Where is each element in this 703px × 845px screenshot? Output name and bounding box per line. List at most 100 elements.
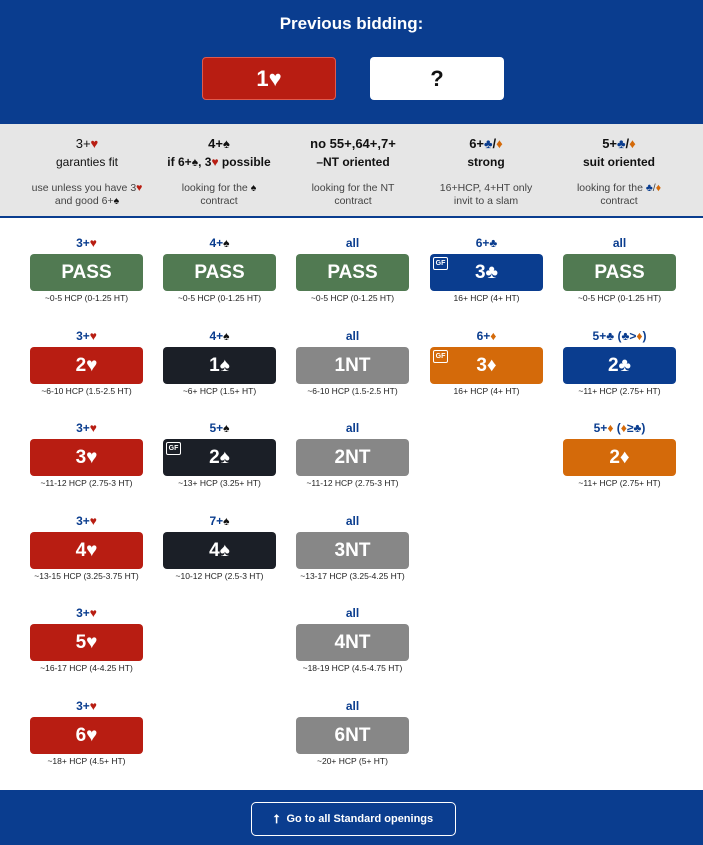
category-subtitle: garanties fit [55,155,119,169]
category-bar: 3+♥ garanties fit use unless you have 3♥… [0,124,703,218]
bid-option: all 4NT ~18-19 HCP (4.5-4.75 HT) [296,605,409,681]
bid-option: 4+♠ PASS ~0-5 HCP (0-1.25 HT) [163,235,276,311]
category-subtitle: suit oriented [582,155,655,169]
category-description: 16+HCP, 4+HT only invit to a slam [411,182,561,208]
category-heading: 5+♣/♦ [602,136,636,151]
bid-option: 3+♥ 5♥ ~16-17 HCP (4-4.25 HT) [30,605,143,681]
bid-option: 5+♦ (♦≥♣) 2♦ ~11+ HCP (2.75+ HT) [563,420,676,496]
category-desc-line: looking for the NT [311,182,395,194]
bid-hcp-range: ~6-10 HCP (1.5-2.5 HT) [41,386,132,396]
bid-button[interactable]: 3♣ GF [430,254,543,291]
bid-condition: all [345,514,360,528]
bid-condition: 3+♥ [76,514,97,528]
bid-hcp-range: ~11+ HCP (2.75+ HT) [578,478,661,488]
game-forcing-badge: GF [433,257,448,270]
bid-button[interactable]: 2♣ [563,347,676,384]
suit-symbol: ♣ [633,421,642,435]
suit-symbol: ♦ [496,136,503,151]
bid-condition: 3+♥ [76,329,97,343]
suit-symbol: ♠ [223,329,230,343]
bid-condition: 6+♦ [476,329,497,343]
bid-button[interactable]: 3NT [296,532,409,569]
suit-symbol: ♣ [645,182,653,194]
bid-button[interactable]: PASS [30,254,143,291]
bid-button[interactable]: 1♠ [163,347,276,384]
previous-bid-box: 1♥ [202,57,336,100]
bid-label: 1♠ [209,354,230,376]
bid-button[interactable]: 1NT [296,347,409,384]
bid-button[interactable]: PASS [163,254,276,291]
suit-symbol: ♥ [89,421,97,435]
bid-button[interactable]: 2♦ [563,439,676,476]
bid-label: 5♥ [75,631,98,653]
bid-option: all 1NT ~6-10 HCP (1.5-2.5 HT) [296,328,409,404]
bid-button[interactable]: 2NT [296,439,409,476]
bid-option: 7+♠ 4♠ ~10-12 HCP (2.5-3 HT) [163,513,276,589]
suit-symbol: ♦ [490,329,497,343]
category-heading: no 55+,64+,7+ [310,136,396,151]
category-heading: 4+♠ [208,136,230,151]
standard-openings-button[interactable]: ⭡ Go to all Standard openings [251,802,456,836]
suit-symbol: ♣ [484,136,493,151]
bid-button[interactable]: 6NT [296,717,409,754]
bid-button[interactable]: 4♥ [30,532,143,569]
category-heading: 6+♣/♦ [469,136,503,151]
bid-button[interactable]: 3♦ GF [430,347,543,384]
suit-symbol: ♥ [211,155,219,169]
suit-symbol: ♥ [89,699,97,713]
suit-symbol: ♥ [90,136,99,151]
bid-hcp-range: ~11-12 HCP (2.75-3 HT) [306,478,399,488]
suit-symbol: ♠ [223,236,230,250]
bid-label: 3♣ [474,261,499,283]
category-desc-line: contract [600,195,638,207]
bid-button[interactable]: 3♥ [30,439,143,476]
bid-condition: all [345,699,360,713]
category-desc-line: contract [200,195,238,207]
suit-symbol: ♣ [621,329,630,343]
bid-option: 3+♥ 3♥ ~11-12 HCP (2.75-3 HT) [30,420,143,496]
bid-condition: all [345,236,360,250]
bid-button[interactable]: 6♥ [30,717,143,754]
category-notrump: no 55+,64+,7+ –NT oriented looking for t… [286,124,420,218]
bid-option: 3+♥ 6♥ ~18+ HCP (4.5+ HT) [30,698,143,774]
next-bid-box: ? [370,57,504,100]
bid-hcp-range: ~10-12 HCP (2.5-3 HT) [175,571,264,581]
suit-symbol: ♠ [222,136,230,151]
bid-condition: 3+♥ [76,236,97,250]
category-title: 5+♣/♦ suit oriented [542,135,696,171]
suit-symbol: ♣ [606,329,615,343]
category-title: no 55+,64+,7+ –NT oriented [276,135,430,171]
bid-option: 3+♥ PASS ~0-5 HCP (0-1.25 HT) [30,235,143,311]
bid-label: 2NT [334,446,371,468]
category-title: 4+♠ if 6+♠, 3♥ possible [142,135,296,171]
bid-hcp-range: ~13+ HCP (3.25+ HT) [178,478,261,488]
bid-condition: 3+♥ [76,421,97,435]
category-description: use unless you have 3♥ and good 6+♠ [12,182,162,208]
bid-label: 4♠ [209,539,230,561]
bid-button[interactable]: 5♥ [30,624,143,661]
category-desc-line: 16+HCP, 4+HT only [439,182,533,194]
bid-button[interactable]: 2♥ [30,347,143,384]
bid-condition: all [345,329,360,343]
category-title: 6+♣/♦ strong [409,135,563,171]
bid-label: 6♥ [75,724,98,746]
bid-button[interactable]: PASS [563,254,676,291]
bid-option: 6+♦ 3♦ GF 16+ HCP (4+ HT) [430,328,543,404]
bid-hcp-range: ~6-10 HCP (1.5-2.5 HT) [307,386,398,396]
suit-symbol: ♥ [89,236,97,250]
bid-label: 2♠ [209,446,230,468]
bid-option: 5+♠ 2♠ GF ~13+ HCP (3.25+ HT) [163,420,276,496]
suit-symbol: ♠ [113,195,120,207]
category-desc-line: contract [334,195,372,207]
category-desc-line: use unless you have 3♥ [31,182,143,194]
bid-button[interactable]: 4♠ [163,532,276,569]
category-desc-line: looking for the ♣/♦ [576,182,662,194]
bid-option: 4+♠ 1♠ ~6+ HCP (1.5+ HT) [163,328,276,404]
category-description: looking for the ♠ contract [144,182,294,208]
category-desc-line: looking for the ♠ [181,182,257,194]
bid-button[interactable]: PASS [296,254,409,291]
bid-button[interactable]: 4NT [296,624,409,661]
bid-condition: 7+♠ [209,514,230,528]
bid-hcp-range: ~0-5 HCP (0-1.25 HT) [177,293,262,303]
bid-button[interactable]: 2♠ GF [163,439,276,476]
